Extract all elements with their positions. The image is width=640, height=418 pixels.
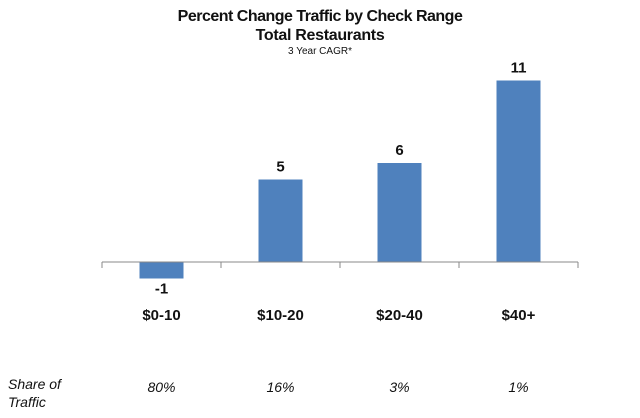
category-label: $20-40 — [376, 307, 423, 324]
share-value: 80% — [147, 379, 175, 395]
share-label: Share of Traffic — [8, 375, 61, 411]
bar-$10-20 — [258, 179, 303, 262]
bar-$40+ — [496, 80, 541, 262]
chart-subtitle2: 3 Year CAGR* — [288, 46, 352, 57]
bar-$20-40 — [377, 163, 422, 262]
share-label-line1: Share of — [8, 376, 61, 392]
share-label-line2: Traffic — [8, 394, 46, 410]
data-label: -1 — [155, 281, 168, 298]
category-label: $0-10 — [142, 307, 180, 324]
chart-title: Percent Change Traffic by Check Range — [177, 8, 463, 25]
share-value: 1% — [508, 379, 528, 395]
chart-subtitle: Total Restaurants — [255, 27, 385, 44]
data-label: 5 — [276, 159, 284, 176]
bar-$0-10 — [139, 262, 184, 279]
share-value: 3% — [389, 379, 409, 395]
data-label: 6 — [395, 142, 403, 159]
category-label: $40+ — [502, 307, 536, 324]
category-label: $10-20 — [257, 307, 304, 324]
data-label: 11 — [511, 60, 527, 77]
share-value: 16% — [266, 379, 294, 395]
